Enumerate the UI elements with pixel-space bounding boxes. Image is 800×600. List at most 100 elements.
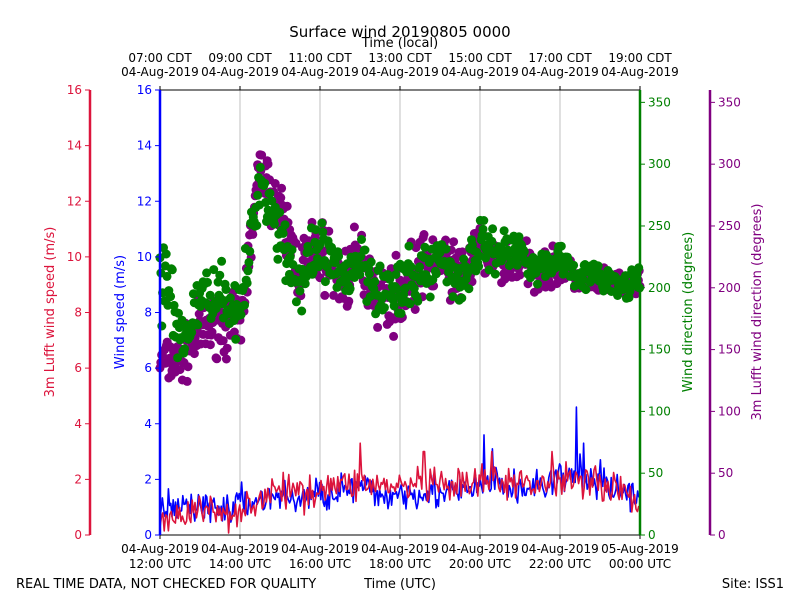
top-tick-time: 15:00 CDT: [448, 51, 512, 65]
lufft-direction-axis-label: 3m Lufft wind direction (degrees): [750, 204, 765, 421]
wind-direction-point: [205, 290, 215, 300]
lufft-direction-point: [248, 229, 258, 239]
wind-direction-point: [415, 262, 425, 272]
wind-direction-point: [275, 207, 285, 217]
wind-direction-point: [413, 296, 423, 306]
wind-direction-point: [479, 216, 489, 225]
bottom-tick-date: 04-Aug-2019: [361, 542, 439, 556]
speed-axis-tick-label: 0: [144, 528, 152, 542]
wind-direction-point: [291, 297, 301, 307]
wind-direction-point: [634, 263, 644, 273]
top-tick-time: 07:00 CDT: [128, 51, 192, 65]
lufft-speed-axis-tick-label: 16: [67, 83, 82, 97]
wind-direction-point: [385, 274, 395, 284]
lufft-direction-axis-tick-label: 350: [718, 95, 741, 109]
wind-direction-point: [370, 277, 380, 287]
top-tick-time: 11:00 CDT: [288, 51, 352, 65]
direction-axis-tick-label: 300: [648, 157, 671, 171]
lufft-direction-point: [389, 331, 399, 341]
lufft-direction-axis-tick-label: 150: [718, 343, 741, 357]
wind-direction-point: [167, 265, 177, 275]
wind-direction-point: [459, 254, 469, 264]
wind-direction-point: [441, 244, 451, 254]
wind-direction-point: [221, 285, 231, 294]
wind-direction-point: [166, 291, 176, 301]
speed-axis-tick-label: 2: [144, 472, 152, 486]
top-tick-date: 04-Aug-2019: [441, 65, 519, 79]
wind-direction-point: [379, 303, 389, 313]
wind-direction-point: [631, 272, 641, 282]
lufft-speed-axis-tick-label: 0: [74, 528, 82, 542]
wind-direction-point: [519, 247, 529, 257]
speed-axis-tick-label: 4: [144, 417, 152, 431]
lufft-direction-point: [165, 353, 175, 363]
top-tick-date: 04-Aug-2019: [281, 65, 359, 79]
wind-direction-point: [478, 224, 488, 234]
lufft-direction-point: [449, 237, 459, 247]
wind-direction-point: [533, 279, 542, 289]
speed-axis-tick-label: 14: [137, 139, 152, 153]
wind-direction-point: [244, 257, 254, 267]
wind-direction-point: [389, 301, 399, 311]
wind-direction-point: [464, 284, 474, 294]
direction-axis-tick-label: 100: [648, 404, 671, 418]
speed-axis-tick-label: 12: [137, 194, 152, 208]
wind-direction-point: [320, 277, 330, 287]
wind-direction-point: [499, 226, 509, 236]
wind-direction-point: [174, 323, 184, 333]
wind-direction-point: [345, 284, 355, 294]
bottom-tick-time: 18:00 UTC: [369, 557, 431, 571]
wind-direction-point: [278, 228, 288, 238]
speed-axis-tick-label: 6: [144, 361, 152, 375]
bottom-tick-date: 04-Aug-2019: [281, 542, 359, 556]
wind-direction-point: [375, 261, 385, 271]
lufft-direction-point: [391, 250, 401, 260]
speed-lines: [159, 406, 641, 534]
wind-direction-point: [287, 245, 297, 255]
lufft-speed-line: [159, 442, 640, 534]
wind-speed-line: [159, 406, 641, 524]
direction-axis-tick-label: 50: [648, 466, 663, 480]
wind-direction-point: [245, 246, 255, 256]
lufft-direction-axis-tick-label: 50: [718, 466, 733, 480]
lufft-direction-point: [205, 340, 215, 350]
chart-title: Surface wind 20190805 0000: [289, 23, 510, 41]
wind-direction-point: [364, 269, 374, 279]
top-tick-time: 19:00 CDT: [608, 51, 672, 65]
speed-axis-tick-label: 16: [137, 83, 152, 97]
wind-direction-point: [488, 224, 498, 234]
wind-direction-point: [431, 269, 441, 279]
lufft-direction-point: [212, 354, 222, 364]
lufft-speed-axis-label: 3m Lufft wind speed (m/s): [43, 227, 58, 398]
wind-direction-point: [209, 265, 219, 275]
site-label: Site: ISS1: [722, 577, 784, 592]
lufft-direction-point: [373, 322, 383, 332]
wind-direction-point: [174, 308, 183, 318]
wind-direction-point: [581, 285, 591, 295]
lufft-direction-point: [277, 183, 287, 193]
wind-direction-point: [357, 235, 366, 244]
lufft-direction-axis-tick-label: 0: [718, 528, 726, 542]
wind-direction-point: [242, 278, 252, 288]
wind-direction-point: [253, 190, 263, 200]
lufft-direction-point: [320, 290, 330, 300]
wind-direction-point: [396, 308, 406, 318]
wind-direction-point: [457, 293, 467, 303]
speed-axis-tick-label: 10: [137, 250, 152, 264]
wind-direction-point: [556, 241, 566, 251]
lufft-direction-point: [291, 238, 301, 248]
wind-direction-point: [280, 220, 290, 230]
bottom-tick-time: 22:00 UTC: [529, 557, 591, 571]
wind-direction-point: [569, 260, 579, 270]
bottom-tick-date: 04-Aug-2019: [201, 542, 279, 556]
lufft-direction-point: [183, 362, 193, 372]
wind-direction-point: [157, 321, 167, 331]
speed-axis-label: Wind speed (m/s): [113, 255, 128, 369]
wind-direction-point: [180, 344, 190, 354]
top-tick-date: 04-Aug-2019: [521, 65, 599, 79]
wind-direction-point: [405, 299, 415, 309]
top-tick-date: 04-Aug-2019: [601, 65, 679, 79]
lufft-direction-axis-tick-label: 100: [718, 404, 741, 418]
quality-footer: REAL TIME DATA, NOT CHECKED FOR QUALITY: [16, 577, 316, 592]
direction-axis-tick-label: 0: [648, 528, 656, 542]
